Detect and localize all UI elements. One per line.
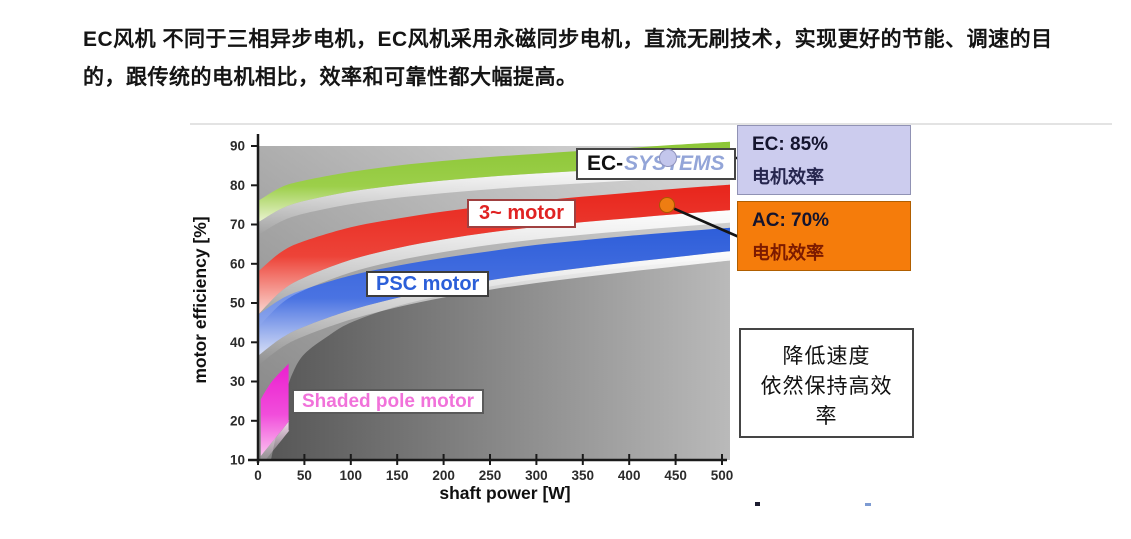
svg-text:150: 150 xyxy=(386,468,409,483)
svg-text:20: 20 xyxy=(230,413,245,428)
ec-efficiency-callout: EC: 85% 电机效率 xyxy=(737,125,911,195)
intro-line-1: EC风机 不同于三相异步电机，EC风机采用永磁同步电机，直流无刷技术，实现更好的… xyxy=(83,28,1053,51)
speed-note-box: 降低速度 依然保持高效 率 xyxy=(739,328,914,438)
ac-efficiency-callout: AC: 70% 电机效率 xyxy=(737,201,911,271)
three-phase-motor-band-label: 3~ motor xyxy=(467,199,577,228)
psc-motor-band-label: PSC motor xyxy=(366,271,490,297)
svg-text:50: 50 xyxy=(230,296,245,311)
ac-efficiency-caption: 电机效率 xyxy=(752,243,824,263)
speed-note-line-1: 降低速度 xyxy=(782,344,871,368)
ec-systems-label-prefix: EC- xyxy=(587,152,624,175)
svg-text:350: 350 xyxy=(572,468,595,483)
ec-efficiency-caption: 电机效率 xyxy=(752,167,824,187)
small-marker-blue xyxy=(865,503,871,506)
svg-text:30: 30 xyxy=(230,374,245,389)
svg-text:300: 300 xyxy=(525,468,548,483)
intro-paragraph: EC风机 不同于三相异步电机，EC风机采用永磁同步电机，直流无刷技术，实现更好的… xyxy=(83,21,1093,97)
svg-text:400: 400 xyxy=(618,468,641,483)
top-divider-line xyxy=(190,123,1112,125)
svg-text:40: 40 xyxy=(230,335,245,350)
svg-text:70: 70 xyxy=(230,217,245,232)
ac-efficiency-value: AC: 70% xyxy=(752,210,830,231)
ec-efficiency-value: EC: 85% xyxy=(752,134,829,155)
svg-text:60: 60 xyxy=(230,256,245,271)
ec-systems-band-label: EC-SYSTEMS xyxy=(576,148,736,180)
ac-marker-dot xyxy=(659,196,676,213)
svg-text:450: 450 xyxy=(664,468,687,483)
shaded-pole-motor-band-label: Shaded pole motor xyxy=(292,389,485,414)
svg-text:100: 100 xyxy=(340,468,363,483)
svg-text:0: 0 xyxy=(254,468,262,483)
svg-text:200: 200 xyxy=(432,468,455,483)
svg-text:10: 10 xyxy=(230,453,245,468)
svg-text:500: 500 xyxy=(711,468,734,483)
svg-text:80: 80 xyxy=(230,178,245,193)
intro-line-2: 的，跟传统的电机相比，效率和可靠性都大幅提高。 xyxy=(83,66,578,89)
svg-text:90: 90 xyxy=(230,139,245,154)
speed-note-line-3: 率 xyxy=(815,404,838,428)
svg-text:shaft power [W]: shaft power [W] xyxy=(439,483,570,503)
small-marker-dark xyxy=(755,502,760,506)
speed-note-line-2: 依然保持高效 xyxy=(760,374,893,398)
svg-text:motor efficiency [%]: motor efficiency [%] xyxy=(190,216,210,383)
svg-text:250: 250 xyxy=(479,468,502,483)
svg-text:50: 50 xyxy=(297,468,312,483)
ec-marker-dot xyxy=(659,148,678,167)
